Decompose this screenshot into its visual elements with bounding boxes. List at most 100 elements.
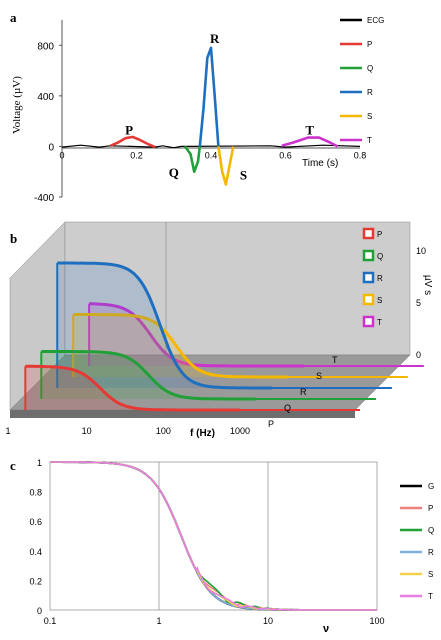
c-legend-label: Q [428,526,434,535]
c-y-tick-label: 1 [37,458,42,468]
panel-c: c 0 0.2 0.4 0.6 0.8 1 0.1 1 10 100 ν G P Q R S T [10,458,434,635]
c-legend: G P Q R S T [400,482,434,601]
a-y-tick-label: -400 [34,193,54,204]
b-ribbon-fill-p [25,366,361,410]
c-legend-label: P [428,504,433,513]
c-series-lines [50,461,377,611]
b-x-tick-label: 10 [82,426,92,436]
panel-b-letter: b [10,231,17,246]
b-ribbon-line-r [57,261,272,390]
c-y-tick-label: 0 [37,606,42,616]
panel-a-letter: a [10,10,17,25]
a-y-tick-label: 800 [37,41,54,52]
b-depth-tick-label: T [332,355,338,365]
c-grid [158,462,269,610]
a-x-tick-label: 0.8 [354,150,367,160]
b-ribbon-fill-s [73,314,408,377]
a-wave-label-s: S [240,167,247,182]
b-legend-label: R [377,274,383,283]
b-x-axis-title: f (Hz) [190,428,215,439]
b-legend-label: S [377,296,382,305]
a-legend-label: S [367,112,372,121]
a-x-tick-label: 0.6 [279,150,292,160]
a-x-tick-label: 0 [59,150,64,160]
b-ribbon-line-s [73,313,288,379]
b-series-ribbons [24,261,424,412]
b-depth-tick-label: Q [284,403,291,413]
a-legend-label: Q [367,64,373,73]
b-legend-swatch [362,293,375,306]
a-series-line-s [217,146,235,186]
b-floor-edge [10,410,355,418]
b-x-tick-label: 1000 [230,426,250,436]
c-x-tick-label: 0.1 [44,616,57,626]
c-y-tick-label: 0.8 [29,488,42,498]
c-series-line-t [50,461,377,611]
a-x-axis-title: Time (s) [302,158,338,169]
b-depth-tick-label: S [316,371,322,381]
c-legend-label: G [428,482,434,491]
a-y-axis-title: Voltage (µV) [11,76,23,134]
b-ribbon-fill-t [89,303,424,366]
b-y-axis-title: µV s [422,275,433,295]
a-x-tick-label: 0.4 [205,150,218,160]
a-y-tick-label: 0 [48,142,54,153]
b-legend-swatch [362,227,375,240]
c-x-axis-title: ν [323,623,329,635]
b-ribbon-line-q [41,350,256,401]
a-series-line-q [183,145,202,173]
b-depth-tick-label: R [300,387,307,397]
a-series-line-p [109,135,156,149]
a-legend-label: P [367,40,372,49]
c-x-tick-label: 100 [369,616,384,626]
b-x-tick-label: 100 [156,426,171,436]
b-legend-label: T [377,318,382,327]
c-legend-label: S [428,570,433,579]
b-y-tick-labels: 0 5 10 [416,246,426,360]
a-legend-label: ECG [367,16,384,25]
a-wave-label-q: Q [169,165,179,180]
b-x-tick-labels: 1 10 100 1000 [5,426,250,436]
c-x-tick-label: 1 [156,616,161,626]
b-x-tick-label: 1 [5,426,10,436]
panel-c-letter: c [10,458,16,473]
c-y-tick-label: 0.4 [29,547,42,557]
c-legend-label: R [428,548,434,557]
a-x-tick-labels: 0 0.2 0.4 0.6 0.8 [59,150,366,160]
b-ribbon-line-p [25,364,240,412]
a-legend-label: T [367,136,372,145]
b-ribbon-line-t [89,302,304,368]
a-series-line-ecg [61,144,361,149]
c-y-tick-label: 0.6 [29,517,42,527]
a-y-tick-label: 400 [37,92,54,103]
a-series-line-r [198,46,220,147]
b-legend-swatch [362,315,375,328]
c-legend-label: T [428,592,433,601]
b-legend-label: Q [377,252,383,261]
a-legend-label: R [367,88,373,97]
b-legend-label: P [377,230,382,239]
c-x-tick-labels: 0.1 1 10 100 [44,616,385,626]
b-legend-swatch [362,249,375,262]
a-y-tick-labels: -400 0 400 800 [34,41,62,204]
a-wave-label-p: P [125,122,133,137]
b-legend: P Q R S T [362,227,383,328]
a-legend: ECG P Q R S T [340,16,384,145]
c-series-line-q [50,461,377,611]
a-x-tick-label: 0.2 [130,150,143,160]
b-y-tick-label: 10 [416,246,426,256]
b-y-tick-label: 0 [416,350,421,360]
c-x-tick-label: 10 [263,616,273,626]
b-y-tick-label: 5 [416,298,421,308]
c-y-tick-label: 0.2 [29,576,42,586]
b-depth-tick-label: P [268,419,274,429]
c-plot-frame [49,461,378,611]
c-y-tick-labels: 0 0.2 0.4 0.6 0.8 1 [29,458,42,616]
b-ribbon-fill-r [57,263,392,388]
b-legend-swatch [362,271,375,284]
a-wave-label-r: R [210,31,220,46]
a-wave-label-t: T [305,122,314,137]
